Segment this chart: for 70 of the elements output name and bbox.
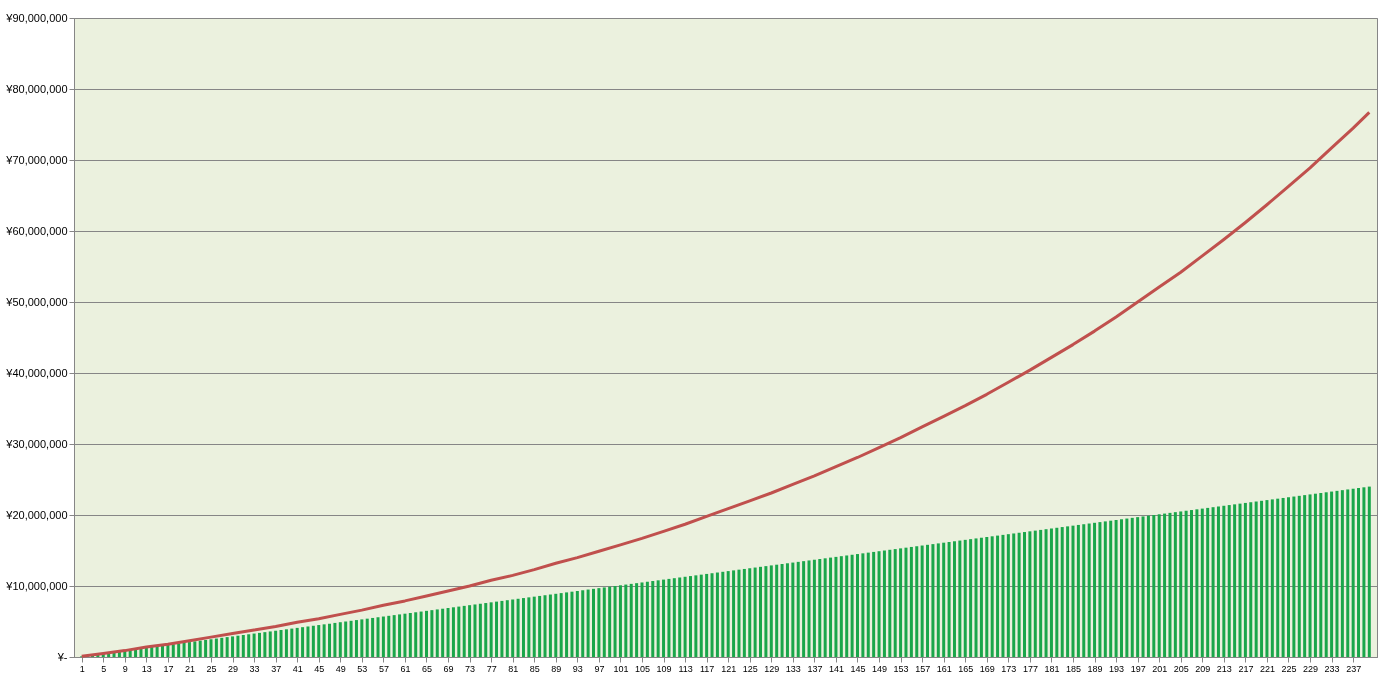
x-tick-label: 173 — [1001, 663, 1017, 674]
x-tick-label: 165 — [958, 663, 974, 674]
x-tick-label: 65 — [421, 663, 432, 674]
x-tick-label: 45 — [314, 663, 325, 674]
y-tick-label: ¥- — [56, 650, 68, 663]
x-tick-label: 13 — [141, 663, 152, 674]
x-tick-label: 41 — [292, 663, 303, 674]
x-tick-label: 217 — [1238, 663, 1254, 674]
y-tick-label: ¥40,000,000 — [5, 366, 68, 379]
x-tick-label: 137 — [807, 663, 823, 674]
x-tick-label: 129 — [764, 663, 780, 674]
x-tick-label: 225 — [1281, 663, 1297, 674]
x-tick-label: 9 — [122, 663, 128, 674]
y-tick-label: ¥60,000,000 — [5, 224, 68, 237]
x-tick-label: 85 — [529, 663, 540, 674]
x-tick-label: 145 — [850, 663, 866, 674]
x-tick-label: 5 — [101, 663, 107, 674]
x-tick-label: 197 — [1130, 663, 1146, 674]
x-tick-label: 89 — [551, 663, 562, 674]
y-tick-label: ¥90,000,000 — [5, 11, 68, 24]
x-tick-label: 149 — [872, 663, 888, 674]
x-tick-label: 233 — [1324, 663, 1340, 674]
x-tick-label: 57 — [378, 663, 389, 674]
x-tick-label: 53 — [357, 663, 368, 674]
x-tick-label: 185 — [1065, 663, 1082, 674]
x-tick-label: 213 — [1216, 663, 1232, 674]
x-tick-label: 81 — [508, 663, 519, 674]
x-tick-label: 97 — [594, 663, 605, 674]
x-tick-label: 133 — [785, 663, 801, 674]
x-tick-label: 77 — [486, 663, 497, 674]
x-tick-label: 221 — [1259, 663, 1275, 674]
x-tick-label: 61 — [400, 663, 411, 674]
x-tick-label: 109 — [656, 663, 672, 674]
x-tick-label: 177 — [1022, 663, 1038, 674]
x-tick-label: 237 — [1346, 663, 1362, 674]
x-tick-label: 181 — [1044, 663, 1060, 674]
x-tick-label: 25 — [206, 663, 217, 674]
x-tick-label: 169 — [979, 663, 995, 674]
x-tick-label: 17 — [163, 663, 174, 674]
x-tick-label: 101 — [613, 663, 629, 674]
y-tick-label: ¥30,000,000 — [5, 437, 68, 450]
x-tick-label: 29 — [228, 663, 239, 674]
x-tick-label: 21 — [184, 663, 195, 674]
x-tick-label: 189 — [1087, 663, 1103, 674]
x-tick-label: 201 — [1152, 663, 1168, 674]
y-tick-label: ¥20,000,000 — [5, 508, 68, 521]
x-tick-label: 193 — [1109, 663, 1125, 674]
x-tick-label: 209 — [1195, 663, 1211, 674]
x-tick-label: 93 — [572, 663, 583, 674]
x-tick-label: 153 — [893, 663, 909, 674]
x-tick-label: 125 — [742, 663, 758, 674]
x-tick-label: 121 — [721, 663, 737, 674]
x-tick-label: 229 — [1303, 663, 1319, 674]
x-tick-label: 73 — [465, 663, 476, 674]
y-tick-label: ¥50,000,000 — [5, 295, 68, 308]
x-tick-label: 161 — [936, 663, 952, 674]
x-tick-label: 1 — [79, 663, 85, 674]
y-tick-label: ¥10,000,000 — [5, 579, 68, 592]
y-tick-label: ¥80,000,000 — [5, 82, 68, 95]
y-tick-label: ¥70,000,000 — [5, 153, 68, 166]
x-tick-label: 113 — [678, 663, 693, 674]
x-tick-label: 33 — [249, 663, 260, 674]
x-tick-label: 205 — [1173, 663, 1189, 674]
x-tick-label: 105 — [634, 663, 651, 674]
x-tick-label: 37 — [271, 663, 282, 674]
x-tick-label: 49 — [335, 663, 346, 674]
x-tick-label: 117 — [699, 663, 715, 674]
x-tick-label: 141 — [828, 663, 844, 674]
x-tick-label: 69 — [443, 663, 454, 674]
x-tick-label: 157 — [915, 663, 931, 674]
